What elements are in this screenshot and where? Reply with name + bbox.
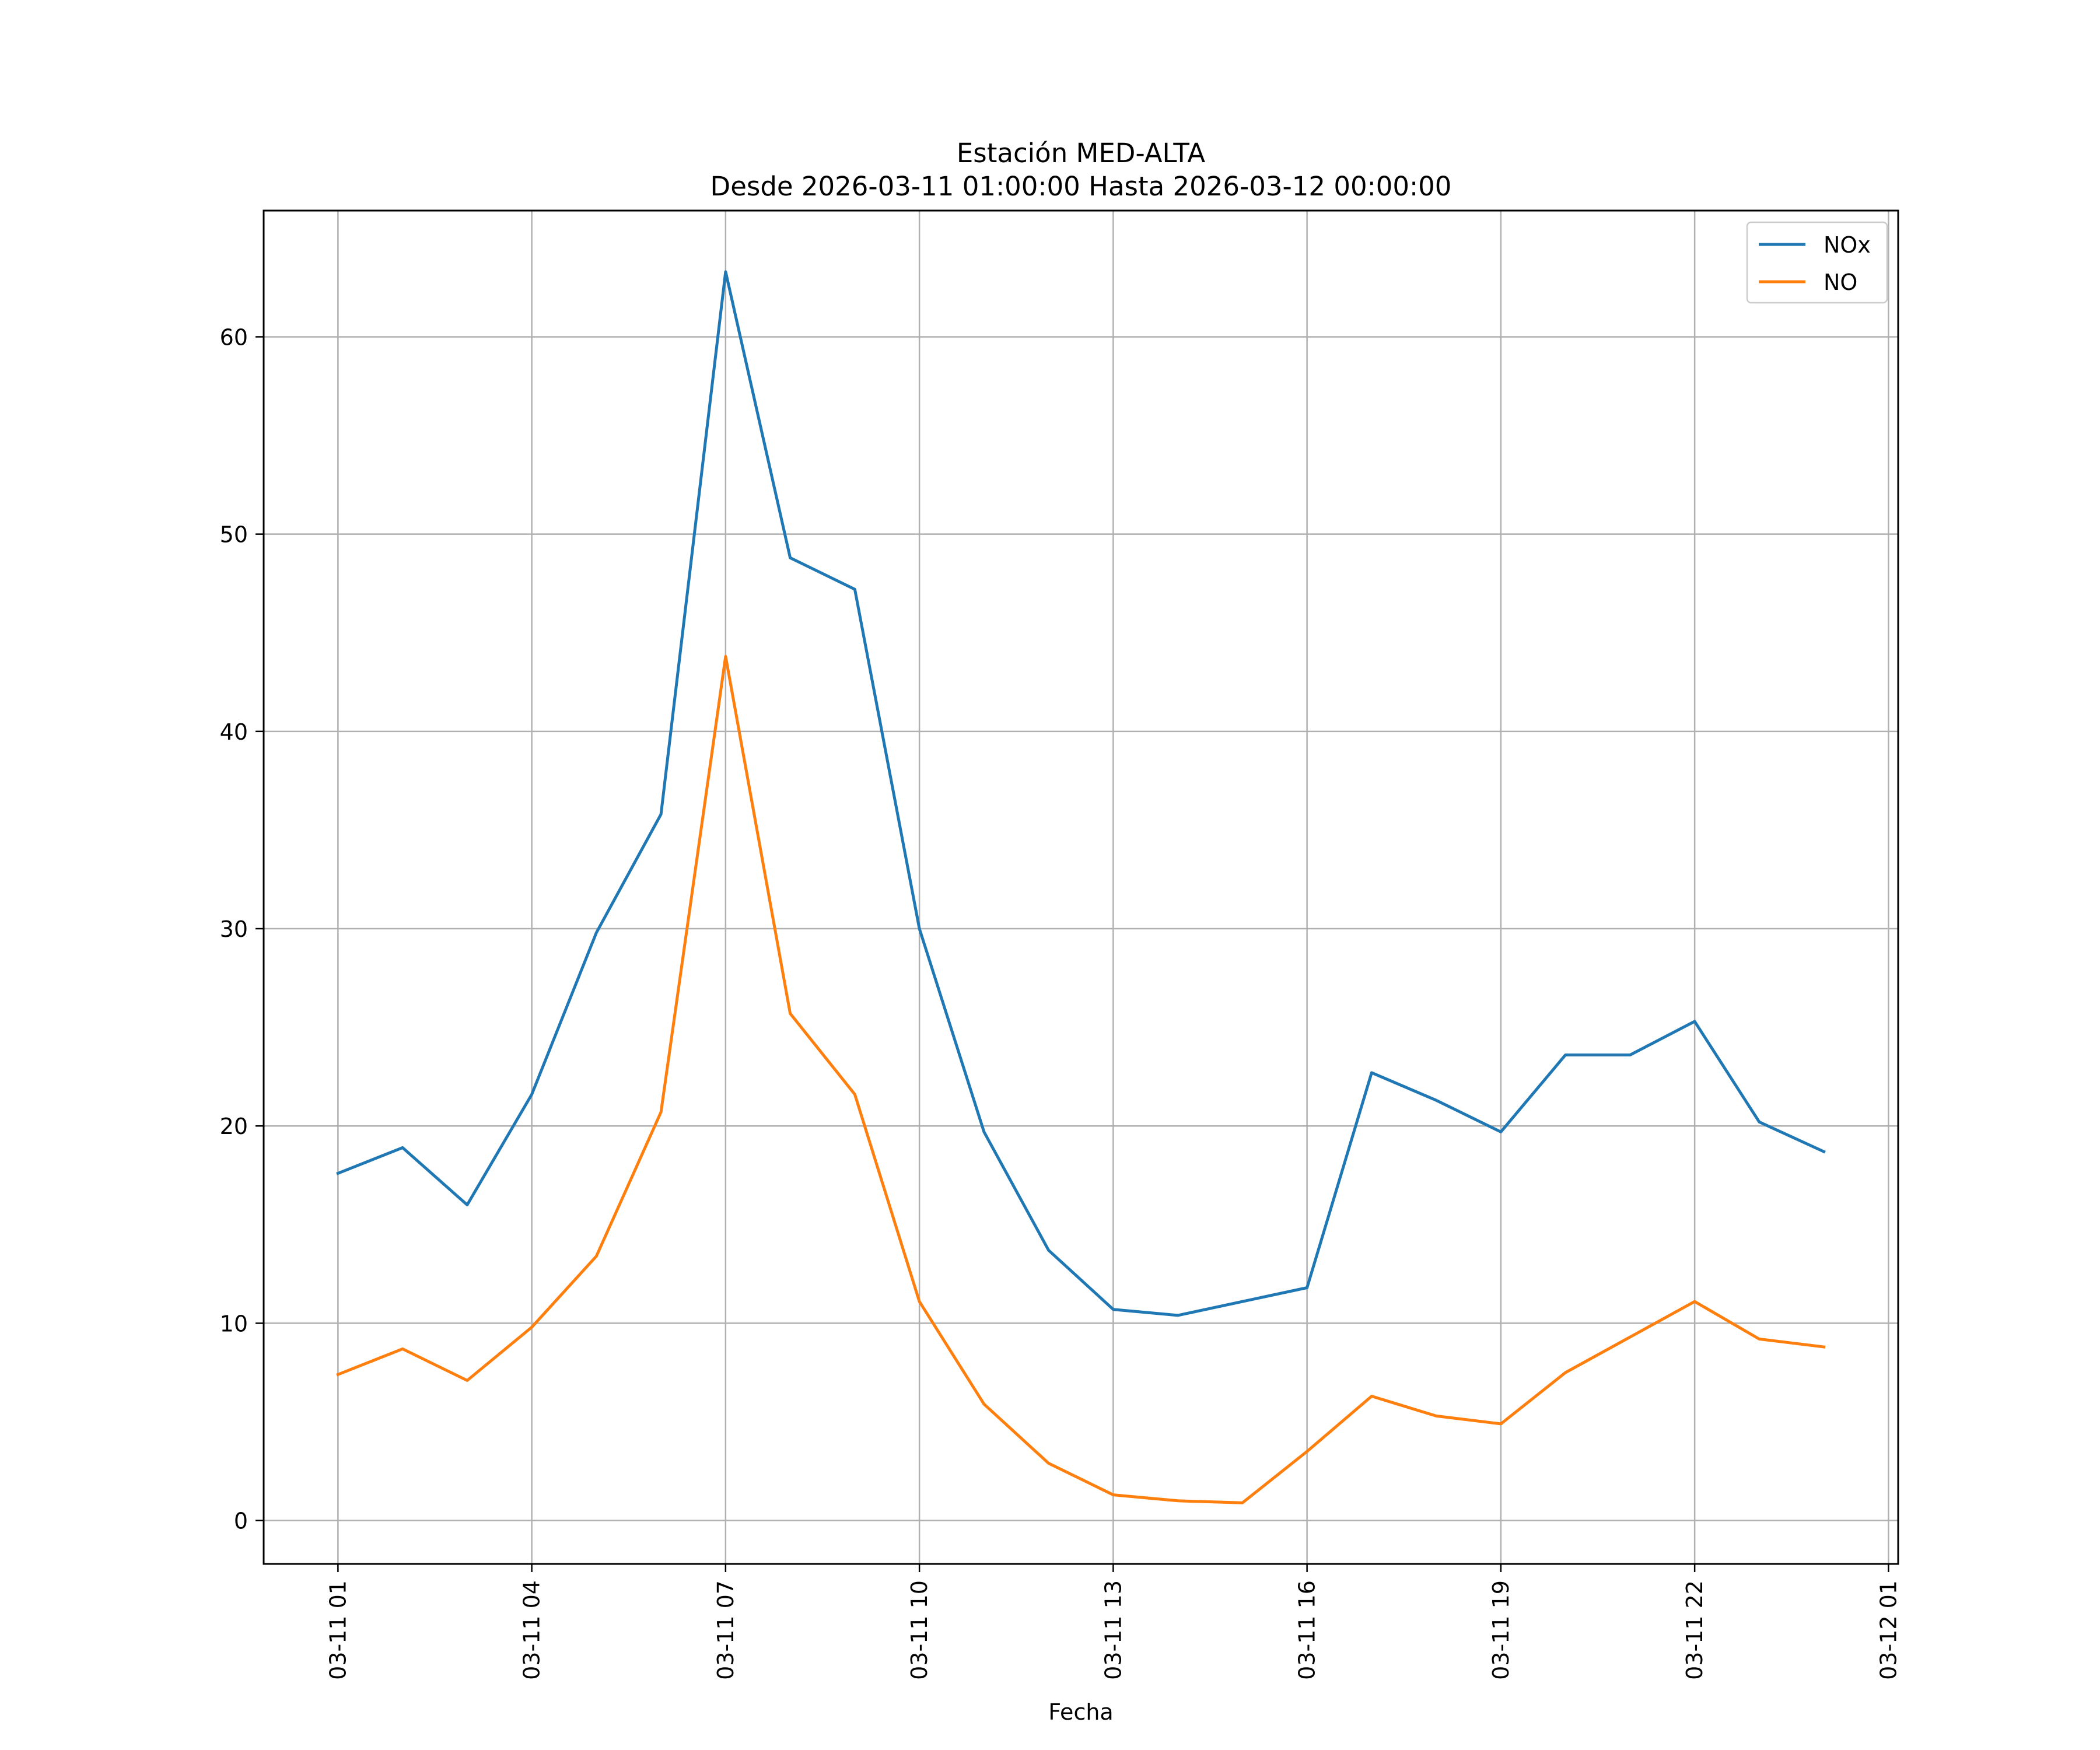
x-tick-label: 03-11 01 bbox=[325, 1580, 351, 1680]
x-tick-label: 03-11 04 bbox=[519, 1580, 545, 1680]
x-tick-label: 03-11 22 bbox=[1682, 1580, 1707, 1680]
grid bbox=[264, 211, 1898, 1564]
x-tick-label: 03-11 07 bbox=[713, 1580, 738, 1680]
legend-label-no: NO bbox=[1824, 270, 1857, 295]
series-line-no bbox=[336, 654, 1826, 1504]
legend-label-nox: NOx bbox=[1824, 232, 1871, 258]
y-tick-label: 20 bbox=[220, 1114, 248, 1139]
x-axis: 03-11 01 03-11 04 03-11 07 03-11 10 03-11 13… bbox=[325, 1564, 1901, 1680]
x-tick-label: 03-11 19 bbox=[1488, 1580, 1514, 1680]
chart-title: Estación MED-ALTA bbox=[957, 138, 1206, 169]
x-axis-label: Fecha bbox=[1048, 1699, 1113, 1725]
y-axis: 0 10 20 30 40 50 60 bbox=[220, 324, 264, 1534]
y-tick-label: 30 bbox=[220, 916, 248, 942]
y-tick-label: 60 bbox=[220, 324, 248, 350]
legend: NOx NO bbox=[1746, 221, 1888, 304]
x-tick-label: 03-11 13 bbox=[1100, 1580, 1126, 1680]
plot-frame bbox=[262, 209, 1899, 1565]
series-layer bbox=[336, 270, 1826, 1504]
y-tick-label: 40 bbox=[220, 719, 248, 745]
x-tick-label: 03-12 01 bbox=[1875, 1580, 1901, 1680]
x-tick-label: 03-11 16 bbox=[1294, 1580, 1320, 1680]
y-tick-label: 0 bbox=[234, 1508, 248, 1534]
y-tick-label: 50 bbox=[220, 522, 248, 548]
series-line-nox bbox=[336, 270, 1826, 1317]
y-tick-label: 10 bbox=[220, 1311, 248, 1336]
chart-subtitle: Desde 2026-03-11 01:00:00 Hasta 2026-03-… bbox=[710, 171, 1452, 202]
x-tick-label: 03-11 10 bbox=[907, 1580, 932, 1680]
